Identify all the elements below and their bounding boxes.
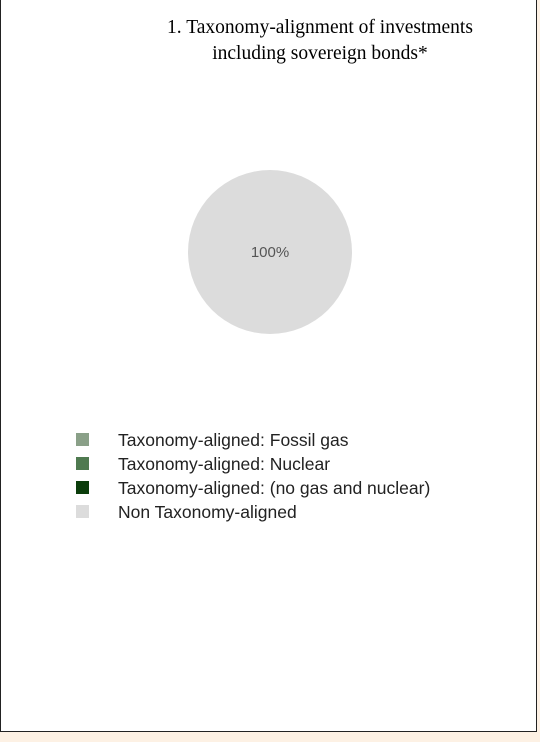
chart-legend: Taxonomy-aligned: Fossil gas Taxonomy-al… <box>75 428 475 524</box>
pie-data-label-non-taxonomy: 100% <box>251 244 289 261</box>
chart-title-line-2: including sovereign bonds* <box>212 43 428 64</box>
legend-swatch-non-taxonomy <box>76 505 89 518</box>
legend-item-non-taxonomy: Non Taxonomy-aligned <box>75 500 475 524</box>
legend-label-fossil-gas: Taxonomy-aligned: Fossil gas <box>118 430 349 450</box>
chart-title-line-1: 1. Taxonomy-alignment of investments <box>167 17 473 38</box>
legend-item-fossil-gas: Taxonomy-aligned: Fossil gas <box>75 428 475 452</box>
legend-label-no-gas-nuclear: Taxonomy-aligned: (no gas and nuclear) <box>118 478 431 498</box>
legend-label-non-taxonomy: Non Taxonomy-aligned <box>118 502 297 522</box>
pie-chart: 100% <box>188 170 352 334</box>
legend-swatch-fossil-gas <box>76 433 89 446</box>
legend-label-nuclear: Taxonomy-aligned: Nuclear <box>118 454 331 474</box>
legend-swatch-nuclear <box>76 457 89 470</box>
legend-swatch-no-gas-nuclear <box>76 481 89 494</box>
chart-title: 1. Taxonomy-alignment of investments inc… <box>110 15 530 67</box>
legend-item-no-gas-nuclear: Taxonomy-aligned: (no gas and nuclear) <box>75 476 475 500</box>
pie-slice-non-taxonomy-aligned <box>188 170 352 334</box>
legend-item-nuclear: Taxonomy-aligned: Nuclear <box>75 452 475 476</box>
